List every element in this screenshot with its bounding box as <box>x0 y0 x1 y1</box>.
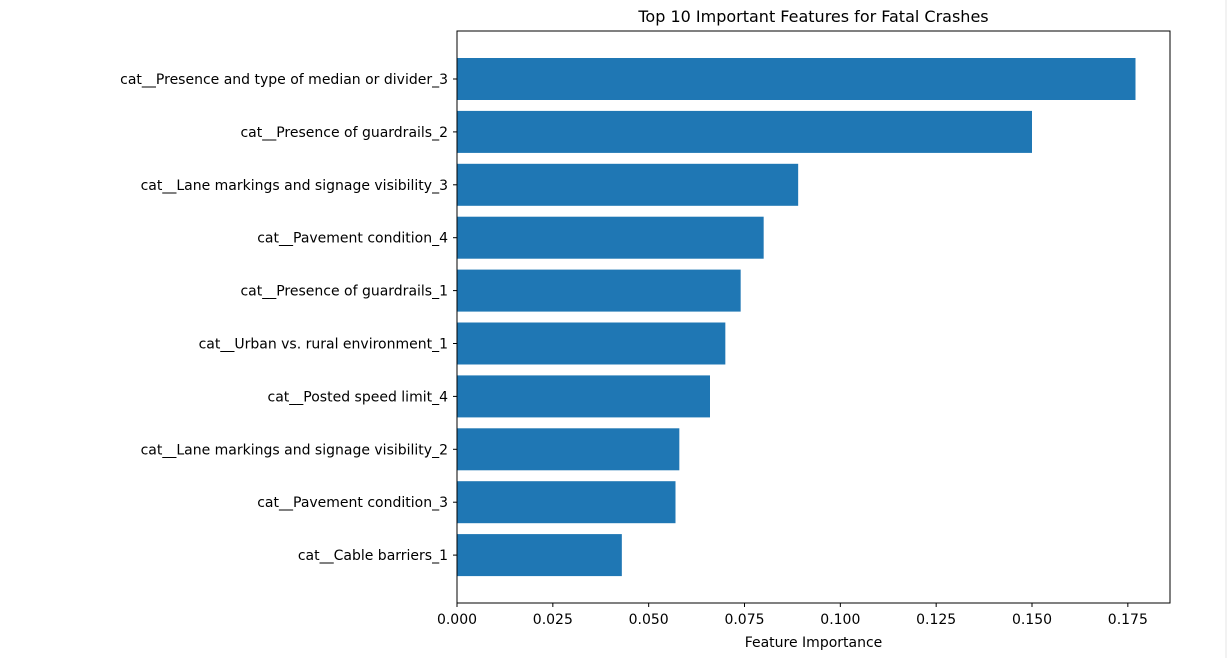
y-tick-label: cat__Presence and type of median or divi… <box>120 72 448 88</box>
x-tick-label: 0.125 <box>916 612 956 628</box>
x-tick-label: 0.150 <box>1012 612 1052 628</box>
bar-7 <box>457 375 710 418</box>
bars-group <box>457 58 1136 577</box>
y-tick-label: cat__Pavement condition_3 <box>257 495 448 511</box>
x-tick-label: 0.075 <box>724 612 764 628</box>
x-tick-label: 0.175 <box>1108 612 1148 628</box>
x-tick-labels: 0.000 0.025 0.050 0.075 0.100 0.125 0.150 0.175 <box>437 603 1148 628</box>
y-tick-label: cat__Presence of guardrails_1 <box>240 284 448 300</box>
bar-1 <box>457 58 1136 100</box>
bar-5 <box>457 269 741 312</box>
plot-area-frame <box>456 30 1171 604</box>
y-tick-label: cat__Lane markings and signage visibilit… <box>141 442 448 458</box>
y-tick-label: cat__Posted speed limit_4 <box>268 389 449 405</box>
bar-9 <box>457 481 676 524</box>
x-tick-label: 0.000 <box>437 612 477 628</box>
bar-3 <box>457 163 799 206</box>
y-tick-label: cat__Pavement condition_4 <box>257 231 448 247</box>
bar-10 <box>457 534 622 577</box>
x-tick-label: 0.025 <box>533 612 573 628</box>
bar-2 <box>457 110 1032 153</box>
y-tick-label: cat__Lane markings and signage visibilit… <box>141 178 448 194</box>
x-tick-label: 0.050 <box>629 612 669 628</box>
chart-title: Top 10 Important Features for Fatal Cras… <box>637 7 988 26</box>
x-axis-label: Feature Importance <box>745 635 883 651</box>
bar-4 <box>457 216 764 259</box>
y-tick-labels: cat__Presence and type of median or divi… <box>120 72 457 564</box>
y-tick-label: cat__Urban vs. rural environment_1 <box>199 337 448 353</box>
y-tick-label: cat__Presence of guardrails_2 <box>240 125 448 141</box>
y-tick-label: cat__Cable barriers_1 <box>298 548 448 564</box>
x-tick-label: 0.100 <box>820 612 860 628</box>
bar-6 <box>457 322 726 365</box>
bar-8 <box>457 428 680 471</box>
